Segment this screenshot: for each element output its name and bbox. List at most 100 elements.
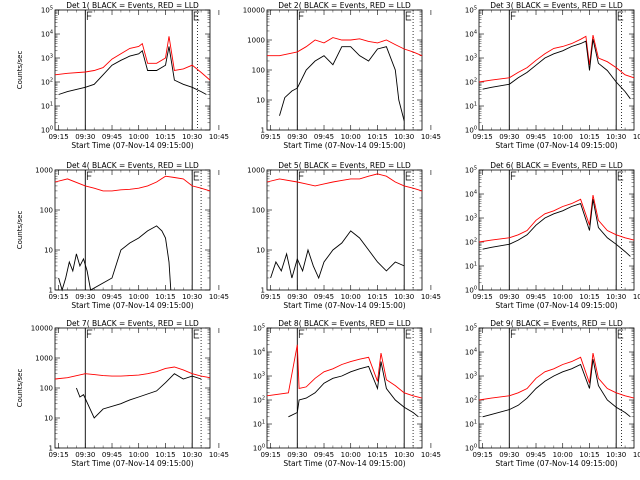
y-tick-label: 100	[252, 207, 265, 215]
plot-frame	[266, 169, 423, 291]
x-tick-label: 09:45	[314, 293, 334, 301]
x-axis-label: Start Time (07-Nov-14 09:15:00)	[495, 459, 617, 468]
lld-series-line	[54, 366, 211, 380]
y-tick-label: 100	[253, 444, 265, 453]
y-tick-label: 100	[465, 126, 477, 135]
events-series-line	[279, 46, 405, 122]
marker-letter-e	[405, 329, 412, 339]
x-tick-label: 10:30	[182, 133, 202, 141]
marker-letter-f	[510, 171, 517, 180]
lld-series-line	[266, 344, 423, 399]
y-tick-label: 102	[465, 238, 477, 247]
y-tick-label: 104	[465, 348, 477, 357]
y-tick-label: 102	[253, 396, 265, 405]
plot-frame	[478, 169, 635, 291]
x-tick-label: 09:45	[314, 451, 334, 459]
y-tick-label: 1	[261, 127, 265, 135]
x-axis-label: Start Time (07-Nov-14 09:15:00)	[495, 301, 617, 310]
x-tick-label: 10:45	[633, 133, 640, 141]
x-tick-label: 10:45	[209, 133, 229, 141]
marker-letter-f	[86, 11, 93, 20]
x-tick-label: 10:30	[182, 293, 202, 301]
x-tick-label: 09:45	[102, 293, 122, 301]
x-tick-label: 10:15	[155, 293, 175, 301]
x-tick-label: 10:45	[421, 451, 441, 459]
marker-letter-f	[298, 171, 305, 180]
x-axis-label: Start Time (07-Nov-14 09:15:00)	[71, 459, 193, 468]
plot-frame	[54, 327, 211, 449]
y-tick-label: 103	[465, 214, 477, 223]
panel-det-7: Det 7( BLACK = Events, RED = LLD 1 10 100 10…	[16, 319, 229, 468]
x-tick-label: 10:00	[341, 293, 361, 301]
x-tick-label: 09:45	[102, 451, 122, 459]
marker-letter-f	[86, 171, 93, 180]
x-tick-label: 09:15	[472, 293, 492, 301]
x-tick-label: 09:15	[260, 293, 280, 301]
x-tick-label: 09:15	[472, 451, 492, 459]
events-series-line	[75, 373, 202, 419]
panel-det-9: Det 9( BLACK = Events, RED = LLD 100 101 10…	[465, 319, 640, 468]
y-tick-label: 103	[253, 372, 265, 381]
x-tick-label: 09:30	[287, 133, 307, 141]
x-axis-label: Start Time (07-Nov-14 09:15:00)	[283, 459, 405, 468]
x-tick-label: 10:30	[606, 133, 626, 141]
panel-det-2: Det 2( BLACK = Events, RED = LLD 1 10 100 10…	[243, 1, 441, 150]
panel-title: Det 1( BLACK = Events, RED = LLD	[66, 1, 199, 10]
lld-series-line	[54, 36, 211, 81]
x-tick-label: 09:45	[526, 133, 546, 141]
lld-series-line	[478, 195, 635, 243]
plot-frame	[54, 169, 211, 291]
x-tick-label: 10:45	[209, 293, 229, 301]
x-axis-label: Start Time (07-Nov-14 09:15:00)	[71, 301, 193, 310]
x-tick-label: 09:15	[48, 293, 68, 301]
x-tick-label: 10:45	[209, 451, 229, 459]
panel-det-5: Det 5( BLACK = Events, RED = LLD 1 10 100 10…	[247, 161, 441, 310]
x-tick-label: 09:30	[287, 293, 307, 301]
y-tick-label: 104	[465, 190, 477, 199]
y-tick-label: 101	[253, 420, 265, 429]
y-tick-label: 105	[41, 6, 53, 15]
panel-title: Det 7( BLACK = Events, RED = LLD	[66, 319, 199, 328]
x-tick-label: 09:45	[102, 133, 122, 141]
y-tick-label: 100	[40, 207, 53, 215]
plot-frame	[478, 9, 635, 131]
y-axis-label: Counts/sec	[16, 369, 24, 408]
x-tick-label: 10:15	[579, 451, 599, 459]
x-tick-label: 10:15	[367, 451, 387, 459]
x-tick-label: 10:30	[606, 451, 626, 459]
y-tick-label: 10	[256, 247, 265, 255]
y-tick-label: 10000	[31, 325, 53, 333]
events-series-line	[482, 199, 631, 257]
y-tick-label: 100	[41, 126, 53, 135]
marker-letter-f	[298, 329, 305, 338]
x-tick-label: 10:30	[394, 133, 414, 141]
x-tick-label: 10:00	[553, 293, 573, 301]
panel-det-6: Det 6( BLACK = Events, RED = LLD 100 101 10…	[465, 161, 640, 310]
panel-title: Det 3( BLACK = Events, RED = LLD	[490, 1, 623, 10]
y-tick-label: 104	[41, 30, 53, 39]
x-tick-label: 09:15	[48, 133, 68, 141]
marker-letter-e	[405, 11, 412, 21]
y-tick-label: 102	[465, 396, 477, 405]
plot-frame	[266, 327, 423, 449]
y-tick-label: 104	[253, 348, 265, 357]
x-axis-label: Start Time (07-Nov-14 09:15:00)	[283, 301, 405, 310]
y-tick-label: 100	[252, 67, 265, 75]
x-tick-label: 10:00	[129, 293, 149, 301]
x-tick-label: 09:15	[472, 133, 492, 141]
y-tick-label: 1000	[35, 355, 53, 363]
x-tick-label: 09:30	[75, 293, 95, 301]
x-tick-label: 10:15	[155, 451, 175, 459]
x-tick-label: 10:15	[579, 293, 599, 301]
marker-letter-f	[510, 329, 517, 338]
lld-series-line	[478, 34, 635, 83]
lld-series-line	[54, 175, 211, 192]
y-tick-label: 100	[465, 286, 477, 295]
panel-det-8: Det 8( BLACK = Events, RED = LLD 100 101 10…	[253, 319, 441, 468]
y-tick-label: 105	[465, 6, 477, 15]
panel-title: Det 2( BLACK = Events, RED = LLD	[278, 1, 411, 10]
panel-det-4: Det 4( BLACK = Events, RED = LLD 1 10 100 10…	[16, 161, 229, 310]
y-tick-label: 100	[40, 385, 53, 393]
y-tick-label: 100	[465, 444, 477, 453]
y-tick-label: 101	[465, 262, 477, 271]
